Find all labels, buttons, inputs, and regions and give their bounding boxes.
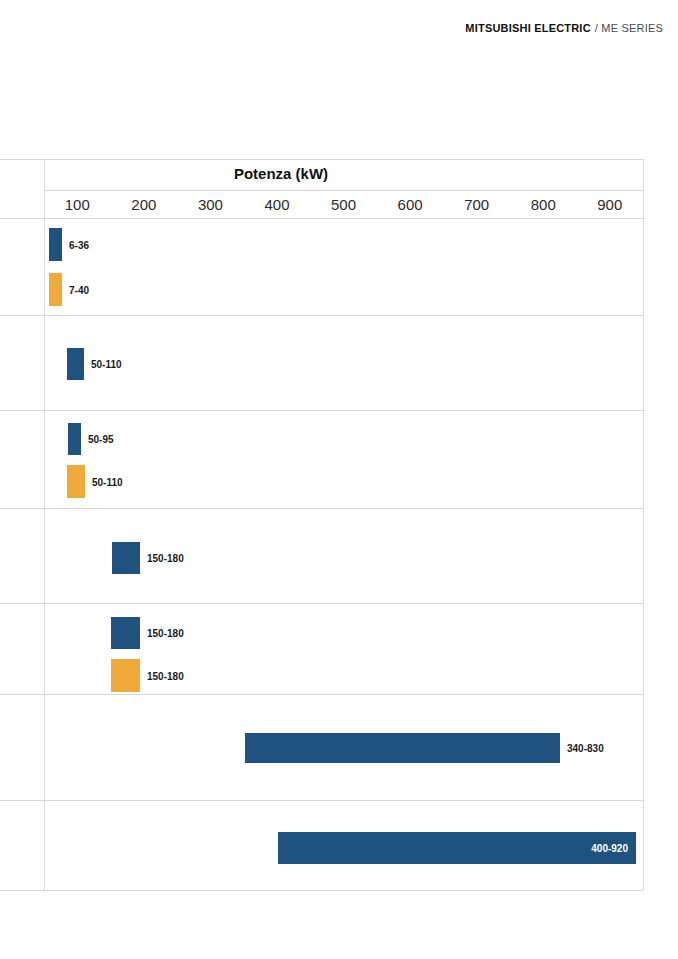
range-bar-50-95 bbox=[68, 423, 81, 455]
grid-vline bbox=[643, 159, 644, 890]
grid-hline bbox=[0, 800, 643, 801]
x-tick-label: 800 bbox=[510, 196, 577, 213]
x-tick-label: 600 bbox=[377, 196, 444, 213]
range-bar-6-36 bbox=[49, 228, 62, 261]
range-bar-label: 340-830 bbox=[567, 743, 604, 754]
header-brand: MITSUBISHI ELECTRIC bbox=[465, 22, 590, 34]
x-tick-label: 400 bbox=[244, 196, 311, 213]
range-bar-label: 150-180 bbox=[147, 553, 184, 564]
x-tick-label: 500 bbox=[310, 196, 377, 213]
header-series: / ME SERIES bbox=[595, 22, 663, 34]
grid-hline bbox=[0, 159, 643, 160]
range-bar-label: 7-40 bbox=[69, 284, 89, 295]
grid-hline bbox=[0, 508, 643, 509]
x-tick-label: 900 bbox=[577, 196, 644, 213]
grid-vline bbox=[44, 159, 45, 890]
x-tick-label: 200 bbox=[111, 196, 178, 213]
range-bar-50-110 bbox=[67, 465, 85, 498]
range-bar-340-830 bbox=[245, 733, 560, 763]
x-tick-label: 700 bbox=[443, 196, 510, 213]
range-bar-150-180 bbox=[111, 617, 140, 649]
grid-hline bbox=[0, 890, 643, 891]
range-bar-label: 150-180 bbox=[147, 670, 184, 681]
page-header: MITSUBISHI ELECTRIC / ME SERIES bbox=[465, 22, 663, 34]
x-tick-label: 300 bbox=[177, 196, 244, 213]
page-footer: MITSUBISHI ELECTRIC 5 bbox=[0, 900, 678, 940]
grid-hline bbox=[0, 218, 643, 219]
chart-title: Potenza (kW) bbox=[234, 165, 328, 182]
grid-hline bbox=[0, 603, 643, 604]
range-bar-7-40 bbox=[49, 273, 62, 306]
range-bar-label: 6-36 bbox=[69, 239, 89, 250]
range-bar-label: 400-920 bbox=[591, 843, 628, 854]
x-tick-label: 100 bbox=[44, 196, 111, 213]
x-axis-ticks: 100200300400500600700800900 bbox=[44, 190, 643, 218]
grid-hline bbox=[0, 694, 643, 695]
range-bar-label: 50-110 bbox=[92, 476, 123, 487]
grid-hline bbox=[44, 190, 643, 191]
range-bar-label: 50-110 bbox=[91, 359, 122, 370]
range-bar-label: 150-180 bbox=[147, 628, 184, 639]
range-bar-150-180 bbox=[112, 542, 140, 574]
grid-hline bbox=[0, 410, 643, 411]
range-bar-150-180 bbox=[111, 659, 140, 692]
range-bar-400-920 bbox=[278, 832, 636, 864]
range-bar-label: 50-95 bbox=[88, 434, 114, 445]
grid-hline bbox=[0, 315, 643, 316]
range-bar-50-110 bbox=[67, 348, 84, 380]
catalog-page: MITSUBISHI ELECTRIC / ME SERIES Potenza (… bbox=[0, 0, 678, 959]
